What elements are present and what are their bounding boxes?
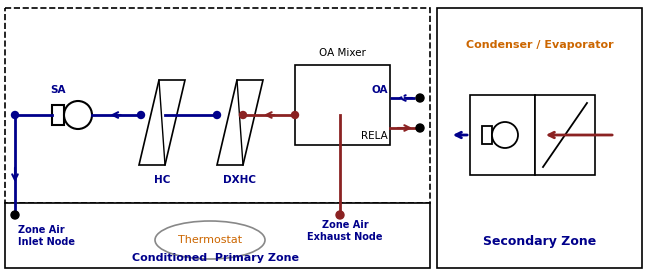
Bar [470, 95, 535, 175]
Text: SA: SA [50, 85, 66, 95]
Text: Secondary Zone: Secondary Zone [484, 235, 596, 248]
Ellipse shape [155, 221, 265, 259]
Bar [482, 126, 492, 144]
Text: HC: HC [154, 175, 170, 185]
Text: OA Mixer: OA Mixer [319, 48, 366, 58]
Circle shape [138, 111, 145, 119]
Bar [535, 95, 595, 175]
Bar [52, 105, 64, 125]
Circle shape [336, 211, 344, 219]
Bar [295, 65, 390, 145]
Polygon shape [217, 80, 263, 165]
Text: Zone Air
Exhaust Node: Zone Air Exhaust Node [307, 220, 383, 242]
Circle shape [492, 122, 518, 148]
Bar [437, 8, 642, 268]
Circle shape [12, 111, 19, 119]
Circle shape [239, 111, 247, 119]
Circle shape [416, 94, 424, 102]
Text: RELA: RELA [361, 131, 388, 141]
Text: Condenser / Evaporator: Condenser / Evaporator [466, 40, 614, 50]
Circle shape [291, 111, 299, 119]
Circle shape [11, 211, 19, 219]
Text: OA: OA [371, 85, 388, 95]
Circle shape [64, 101, 92, 129]
Bar [5, 8, 430, 203]
Circle shape [214, 111, 221, 119]
Text: DXHC: DXHC [223, 175, 256, 185]
Bar [5, 203, 430, 268]
Text: Zone Air
Inlet Node: Zone Air Inlet Node [18, 225, 75, 247]
Circle shape [416, 124, 424, 132]
Text: Conditioned  Primary Zone: Conditioned Primary Zone [132, 253, 299, 263]
Polygon shape [139, 80, 185, 165]
Text: Thermostat: Thermostat [178, 235, 242, 245]
